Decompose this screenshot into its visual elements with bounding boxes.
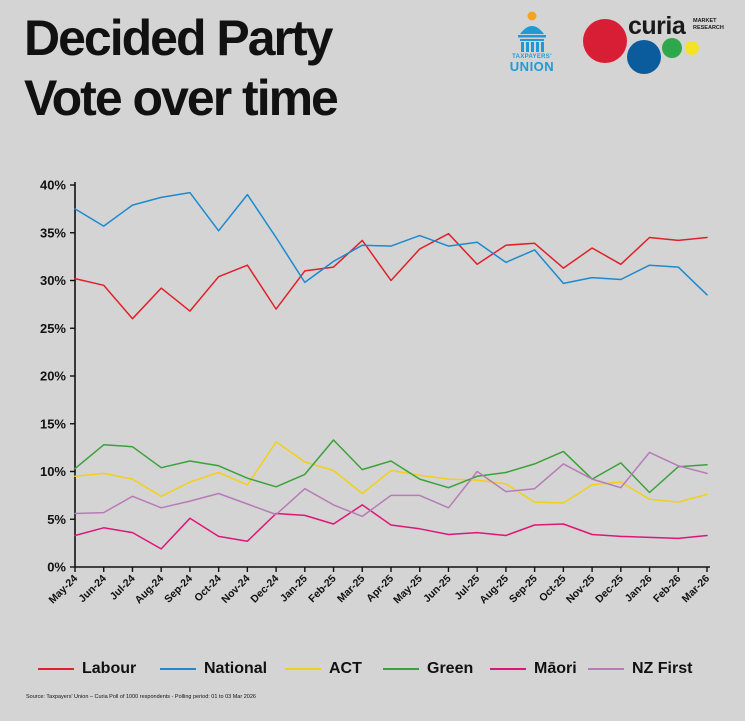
taxpayers-union-small: TAXPAYERS'	[512, 54, 552, 60]
legend-label: Green	[427, 660, 474, 677]
chart-axes	[74, 182, 710, 568]
page-title: Decided Party Vote over time	[24, 8, 339, 128]
y-tick-label: 0%	[47, 560, 66, 575]
y-tick-label: 25%	[40, 321, 66, 336]
y-tick-label: 40%	[40, 178, 66, 193]
legend-item: ACT	[285, 660, 362, 678]
y-axis-ticks: 0% 5% 10% 15% 20% 25% 30% 35% 40%	[40, 178, 75, 575]
legend-swatch	[588, 668, 624, 670]
series-line-act	[74, 441, 708, 504]
chart-series	[74, 191, 708, 550]
y-tick-label: 20%	[40, 369, 66, 384]
x-tick-label: Sep-24	[162, 573, 195, 606]
x-tick-label: Aug-25	[477, 573, 511, 607]
x-tick-label: Jan-26	[623, 573, 655, 605]
legend-swatch	[490, 668, 526, 670]
x-tick-label: Nov-24	[219, 573, 252, 606]
taxpayers-union-big: UNION	[509, 59, 555, 74]
series-line-m-ori	[74, 504, 708, 550]
x-tick-label: Mar-25	[335, 573, 368, 606]
title-line-1: Decided Party	[24, 10, 333, 66]
legend-item: National	[160, 660, 267, 678]
chart-legend: Labour National ACT Green Māori NZ First	[0, 660, 745, 682]
legend-swatch	[160, 668, 196, 670]
y-tick-label: 10%	[40, 464, 66, 479]
y-tick-label: 35%	[40, 225, 66, 240]
legend-item: Māori	[490, 660, 577, 678]
legend-swatch	[38, 668, 74, 670]
legend-item: Labour	[38, 660, 136, 678]
title-line-2: Vote over time	[24, 70, 339, 126]
x-tick-label: Feb-26	[651, 573, 684, 606]
x-tick-label: May-24	[46, 573, 80, 607]
x-tick-label: Jan-25	[278, 573, 310, 605]
taxpayers-union-wordmark: TAXPAYERS' UNION	[502, 54, 562, 73]
legend-label: Māori	[534, 660, 577, 677]
curia-wordmark: curia	[628, 12, 686, 40]
curia-subtitle: MARKET RESEARCH	[693, 18, 724, 32]
series-line-national	[74, 191, 708, 296]
x-tick-label: Mar-26	[680, 573, 713, 606]
x-tick-label: Sep-25	[507, 573, 540, 606]
x-axis-ticks: May-24Jun-24Jul-24Aug-24Sep-24Oct-24Nov-…	[46, 567, 712, 606]
x-tick-label: May-25	[391, 573, 425, 607]
legend-label: Labour	[82, 660, 137, 677]
source-note: Source: Taxpayers' Union – Curia Poll of…	[26, 694, 256, 700]
x-tick-label: Nov-25	[564, 573, 597, 606]
x-tick-label: Oct-25	[537, 573, 569, 605]
curia-sub-line-2: RESEARCH	[693, 25, 724, 31]
y-tick-label: 15%	[40, 416, 66, 431]
legend-swatch	[383, 668, 419, 670]
taxpayers-union-logo	[518, 11, 546, 52]
series-line-nz-first	[74, 451, 708, 518]
x-tick-label: Dec-25	[593, 573, 626, 606]
x-tick-label: Oct-24	[192, 573, 224, 605]
series-line-labour	[74, 232, 708, 320]
legend-label: NZ First	[632, 660, 693, 677]
y-tick-label: 30%	[40, 273, 66, 288]
curia-sub-line-1: MARKET	[693, 18, 717, 24]
x-tick-label: Jun-24	[76, 573, 109, 606]
x-tick-label: Feb-25	[306, 573, 339, 606]
x-tick-label: Apr-25	[364, 573, 396, 605]
curia-logo	[583, 19, 699, 74]
x-tick-label: Aug-24	[133, 573, 167, 607]
x-tick-label: Dec-24	[248, 573, 281, 606]
legend-item: Green	[383, 660, 473, 678]
legend-swatch	[285, 668, 321, 670]
y-tick-label: 5%	[47, 512, 66, 527]
series-line-green	[74, 439, 708, 494]
legend-item: NZ First	[588, 660, 692, 678]
legend-label: ACT	[329, 660, 362, 677]
x-tick-label: Jun-25	[421, 573, 454, 606]
legend-label: National	[204, 660, 268, 677]
